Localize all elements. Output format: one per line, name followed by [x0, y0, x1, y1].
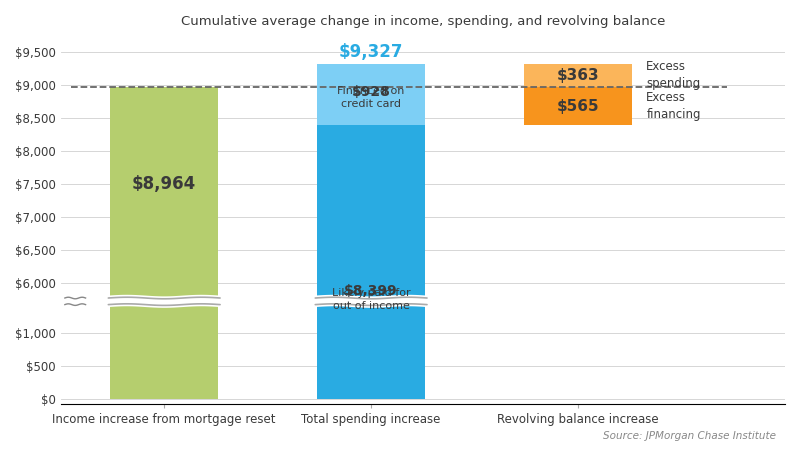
Text: $8,964: $8,964 — [132, 175, 196, 193]
Text: $565: $565 — [557, 99, 599, 114]
Bar — [318, 63, 425, 125]
Text: Source: JPMorgan Chase Institute: Source: JPMorgan Chase Institute — [603, 431, 776, 441]
Bar — [110, 87, 218, 399]
Bar — [524, 87, 632, 125]
Bar — [524, 63, 632, 87]
Bar — [318, 125, 425, 399]
Text: Likely paid for
out of income: Likely paid for out of income — [332, 288, 410, 311]
Text: Excess
spending: Excess spending — [646, 60, 701, 90]
Text: $8,399: $8,399 — [344, 284, 398, 298]
Bar — [315, 297, 427, 306]
Text: Financed on
credit card: Financed on credit card — [338, 86, 405, 109]
Text: $9,327: $9,327 — [339, 43, 403, 61]
Text: $928: $928 — [352, 85, 390, 99]
Text: $363: $363 — [557, 68, 599, 83]
Text: Excess
financing: Excess financing — [646, 91, 701, 121]
Title: Cumulative average change in income, spending, and revolving balance: Cumulative average change in income, spe… — [181, 15, 665, 28]
Bar — [108, 297, 220, 306]
